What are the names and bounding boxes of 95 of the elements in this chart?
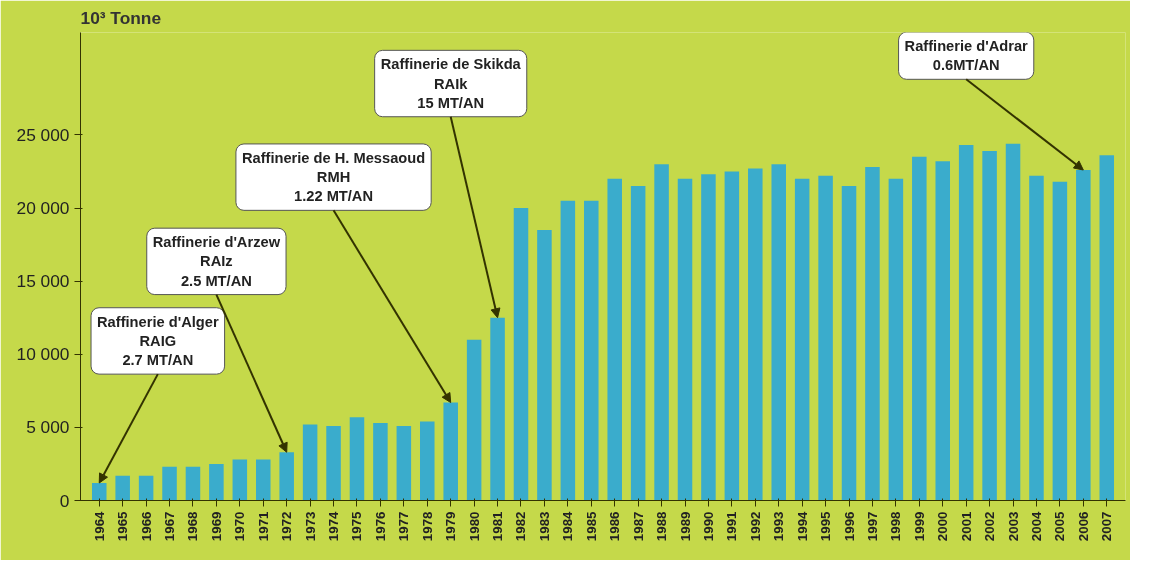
x-tick-label: 1992 [747, 511, 763, 542]
x-tick-label: 1988 [654, 511, 670, 542]
x-tick-label: 2004 [1028, 510, 1044, 542]
x-tick-label: 2006 [1075, 511, 1091, 542]
bar [185, 466, 201, 501]
annotation: Raffinerie d'Alger RAIG 2.7 MT/AN [97, 313, 219, 369]
bar [326, 425, 341, 501]
y-tick-label: 10 000 [16, 344, 70, 365]
x-tick-label: 1976 [372, 511, 388, 542]
y-tick-label: 5 000 [26, 417, 70, 438]
x-tick-label: 1969 [208, 511, 224, 542]
x-tick-label: 1967 [162, 511, 178, 542]
x-tick-label: 1983 [536, 511, 552, 542]
bar [396, 425, 412, 501]
x-tick-label: 1974 [326, 510, 342, 542]
bar [630, 186, 646, 501]
bar [1029, 175, 1044, 501]
bar [466, 339, 482, 501]
bar [1005, 143, 1021, 501]
y-tick-label: 15 000 [16, 271, 70, 292]
x-tick-label: 1977 [396, 511, 412, 542]
bar [654, 164, 669, 501]
bar [584, 200, 599, 501]
x-tick-label: 1980 [466, 511, 482, 542]
bar [607, 178, 622, 501]
x-tick-label: 1989 [677, 511, 693, 542]
x-tick-label: 1975 [349, 510, 365, 542]
x-tick-label: 1979 [443, 511, 459, 542]
x-tick-label: 1981 [490, 510, 506, 542]
bar [818, 175, 833, 501]
y-tick-label: 0 [59, 490, 70, 511]
bar [513, 208, 529, 501]
x-tick-label: 1997 [864, 511, 880, 542]
bar [373, 422, 388, 501]
bar [771, 164, 786, 501]
bar [794, 178, 810, 501]
bar [677, 178, 693, 501]
annotation: Raffinerie d'Adrar 0.6MT/AN [904, 38, 1029, 74]
bar [865, 167, 880, 501]
x-tick-label: 1991 [724, 510, 740, 542]
bar [232, 459, 248, 501]
x-tick-label: 1973 [302, 511, 318, 542]
annotation: Raffinerie d'Arzew RAIz 2.5 MT/AN [152, 234, 281, 289]
bar [255, 459, 271, 501]
bar [560, 200, 576, 501]
x-tick-label: 1987 [630, 511, 646, 542]
bar [349, 417, 365, 501]
x-tick-label: 1986 [607, 511, 623, 542]
bar [982, 150, 997, 501]
x-tick-label: 1990 [700, 511, 716, 542]
annotation: Raffinerie de Skikda RAIk 15 MT/AN [380, 56, 522, 111]
bar [701, 174, 716, 501]
x-tick-label: 1966 [138, 511, 154, 542]
x-tick-label: 1999 [911, 511, 927, 542]
bar [1052, 181, 1068, 501]
x-tick-label: 2002 [982, 511, 998, 542]
x-tick-label: 1995 [818, 510, 834, 542]
bar [935, 161, 951, 501]
x-tick-label: 1972 [279, 511, 295, 542]
x-tick-label: 1978 [419, 511, 435, 542]
x-tick-label: 1971 [255, 510, 271, 542]
x-tick-label: 2000 [935, 511, 951, 542]
bar [841, 186, 857, 501]
bar [209, 463, 224, 501]
bar [748, 168, 763, 501]
x-tick-label: 1996 [841, 511, 857, 542]
x-tick-label: 2003 [1005, 511, 1021, 542]
x-tick-label: 1968 [185, 511, 201, 542]
x-tick-label: 1984 [560, 510, 576, 542]
bar [888, 178, 904, 501]
bar [115, 475, 130, 501]
bar [958, 145, 974, 501]
x-tick-label: 1998 [888, 511, 904, 542]
x-tick-label: 1993 [771, 511, 787, 542]
annotation: Raffinerie de H. Messaoud RMH 1.22 MT/AN [241, 149, 426, 205]
bar [537, 229, 552, 501]
x-tick-label: 1964 [91, 510, 107, 542]
bar [724, 171, 740, 501]
bar [420, 421, 435, 501]
x-tick-label: 1994 [794, 510, 810, 542]
x-tick-label: 2001 [958, 510, 974, 542]
x-tick-label: 2005 [1052, 510, 1068, 542]
x-tick-label: 1985 [583, 510, 599, 542]
x-tick-label: 1965 [115, 510, 131, 542]
y-axis-title: 10³ Tonne [80, 7, 162, 28]
y-tick-label: 20 000 [16, 198, 70, 218]
bar [1099, 155, 1115, 501]
x-tick-label: 2007 [1099, 511, 1115, 542]
bar [912, 156, 927, 501]
y-tick-label: 25 000 [16, 124, 70, 145]
bar [138, 475, 154, 501]
x-tick-label: 1982 [513, 511, 529, 542]
x-tick-label: 1970 [232, 511, 248, 542]
bar [162, 466, 177, 501]
bar [302, 424, 318, 501]
